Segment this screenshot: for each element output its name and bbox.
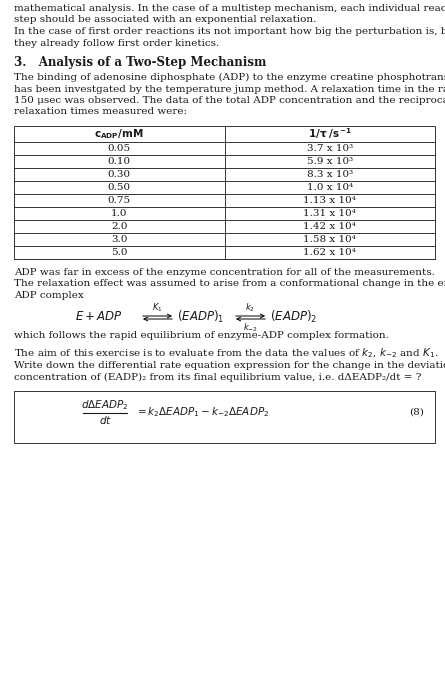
Text: concentration of (EADP)₂ from its final equilibrium value, i.e. dΔEADP₂/dt = ?: concentration of (EADP)₂ from its final … xyxy=(14,373,421,382)
Text: which follows the rapid equilibrium of enzyme-ADP complex formation.: which follows the rapid equilibrium of e… xyxy=(14,331,389,340)
Text: $d\Delta EADP_2$: $d\Delta EADP_2$ xyxy=(81,398,129,411)
Text: 150 μsec was observed. The data of the total ADP concentration and the reciproca: 150 μsec was observed. The data of the t… xyxy=(14,96,445,105)
Text: (8): (8) xyxy=(409,408,425,417)
Text: 1.42 x 10⁴: 1.42 x 10⁴ xyxy=(303,222,356,231)
Text: ADP was far in excess of the enzyme concentration for all of the measurements.: ADP was far in excess of the enzyme conc… xyxy=(14,268,435,277)
Bar xyxy=(14,126,435,259)
Text: 3.7 x 10³: 3.7 x 10³ xyxy=(307,144,353,153)
Text: mathematical analysis. In the case of a multistep mechanism, each individual rea: mathematical analysis. In the case of a … xyxy=(14,4,445,13)
Text: has been investgated by the temperature jump method. A relaxation time in the ra: has been investgated by the temperature … xyxy=(14,85,445,93)
Text: step should be associated with an exponential relaxation.: step should be associated with an expone… xyxy=(14,16,316,25)
Text: 1.62 x 10⁴: 1.62 x 10⁴ xyxy=(303,248,356,257)
Text: The relaxation effect was assumed to arise from a conformational change in the e: The relaxation effect was assumed to ari… xyxy=(14,280,445,288)
Text: The aim of this exercise is to evaluate from the data the values of $k_2$, $k_{-: The aim of this exercise is to evaluate … xyxy=(14,346,439,359)
Text: $K_1$: $K_1$ xyxy=(152,301,163,314)
Text: $\mathbf{1/\tau\ /s^{-1}}$: $\mathbf{1/\tau\ /s^{-1}}$ xyxy=(308,127,352,141)
Text: $(EADP)_1$: $(EADP)_1$ xyxy=(177,308,224,325)
Text: 1.58 x 10⁴: 1.58 x 10⁴ xyxy=(303,235,356,244)
Text: 0.30: 0.30 xyxy=(108,170,131,179)
Text: $= k_2\Delta EADP_1 - k_{-2}\Delta EADP_2$: $= k_2\Delta EADP_1 - k_{-2}\Delta EADP_… xyxy=(135,405,269,419)
Text: 0.75: 0.75 xyxy=(108,196,131,205)
Text: $dt$: $dt$ xyxy=(98,413,112,426)
Text: they already follow first order kinetics.: they already follow first order kinetics… xyxy=(14,38,219,48)
Text: 1.0 x 10⁴: 1.0 x 10⁴ xyxy=(307,183,353,192)
Text: 1.31 x 10⁴: 1.31 x 10⁴ xyxy=(303,209,356,218)
Text: 3.0: 3.0 xyxy=(111,235,128,244)
Text: 5.9 x 10³: 5.9 x 10³ xyxy=(307,157,353,166)
Text: 3.   Analysis of a Two-Step Mechanism: 3. Analysis of a Two-Step Mechanism xyxy=(14,56,267,69)
Bar xyxy=(14,391,435,443)
Text: $k_2$: $k_2$ xyxy=(246,301,255,314)
Text: 8.3 x 10³: 8.3 x 10³ xyxy=(307,170,353,179)
Text: 2.0: 2.0 xyxy=(111,222,128,231)
Text: ADP complex: ADP complex xyxy=(14,291,84,300)
Text: 1.13 x 10⁴: 1.13 x 10⁴ xyxy=(303,196,356,205)
Text: Write down the differential rate equation expression for the change in the devia: Write down the differential rate equatio… xyxy=(14,361,445,370)
Text: $\mathbf{c}_{\mathbf{ADP}}$$\mathbf{/mM}$: $\mathbf{c}_{\mathbf{ADP}}$$\mathbf{/mM}… xyxy=(94,127,144,141)
Text: 0.50: 0.50 xyxy=(108,183,131,192)
Text: 1.0: 1.0 xyxy=(111,209,128,218)
Text: $E + ADP$: $E + ADP$ xyxy=(75,310,123,323)
Text: $(EADP)_2$: $(EADP)_2$ xyxy=(270,308,317,325)
Text: relaxation times measured were:: relaxation times measured were: xyxy=(14,108,187,117)
Text: 0.10: 0.10 xyxy=(108,157,131,166)
Text: In the case of first order reactions its not important how big the perturbation : In the case of first order reactions its… xyxy=(14,27,445,36)
Text: $k_{-2}$: $k_{-2}$ xyxy=(243,321,258,333)
Text: 0.05: 0.05 xyxy=(108,144,131,153)
Text: The binding of adenosine diphosphate (ADP) to the enzyme creatine phosphotransfe: The binding of adenosine diphosphate (AD… xyxy=(14,73,445,82)
Text: 5.0: 5.0 xyxy=(111,248,128,257)
